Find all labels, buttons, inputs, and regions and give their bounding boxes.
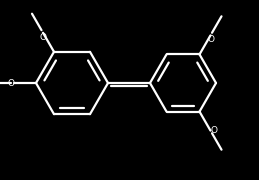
Text: O: O — [211, 126, 218, 135]
Text: O: O — [40, 33, 47, 42]
Text: O: O — [7, 78, 14, 87]
Text: O: O — [207, 35, 214, 44]
